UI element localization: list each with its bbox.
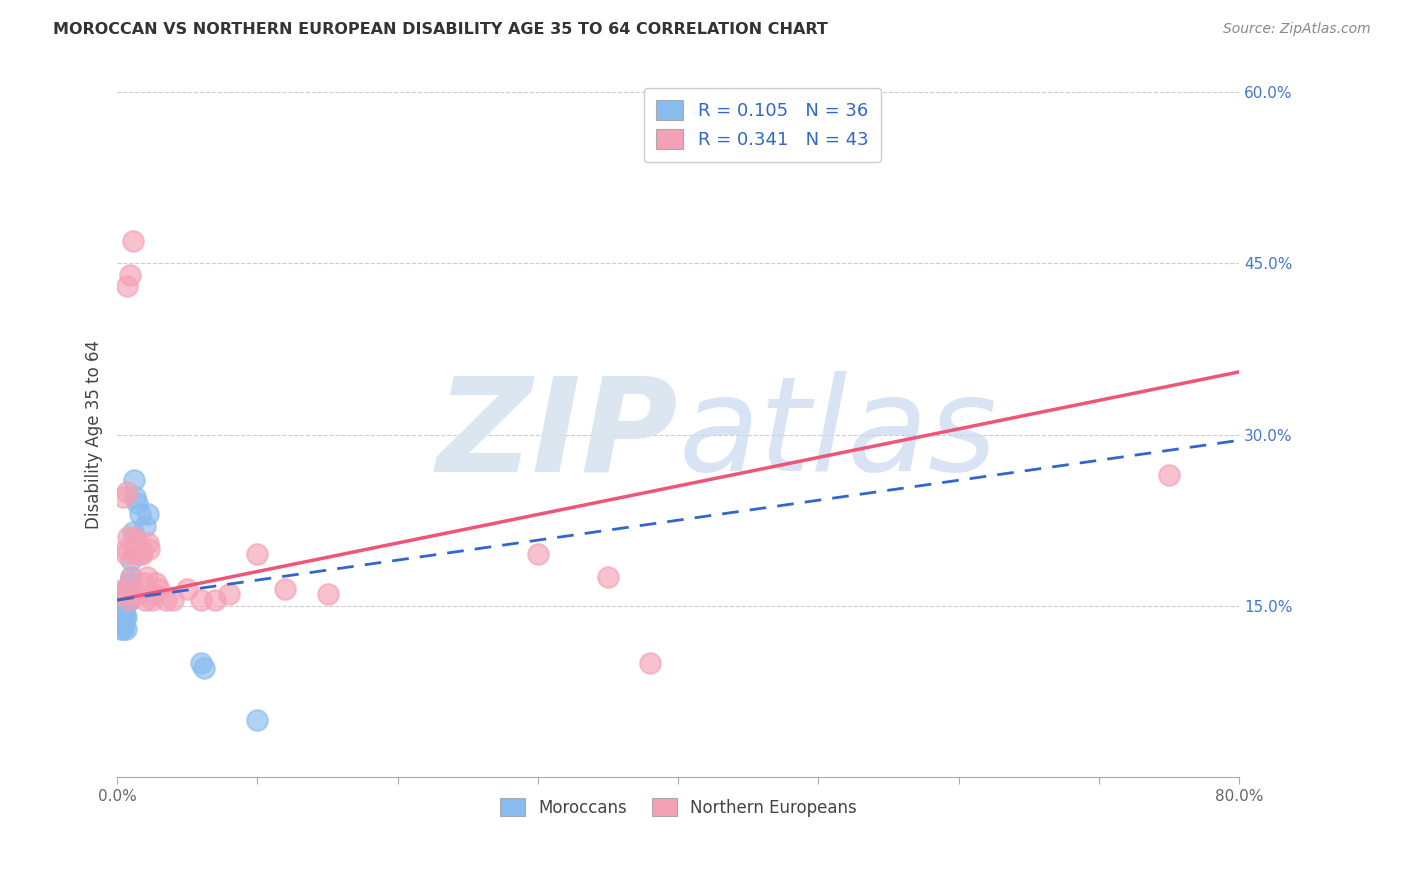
- Point: [316, 587, 339, 601]
- Point: [111, 615, 134, 630]
- Point: [141, 593, 163, 607]
- Text: Source: ZipAtlas.com: Source: ZipAtlas.com: [1223, 22, 1371, 37]
- Point: [122, 473, 145, 487]
- Point: [112, 599, 135, 613]
- Y-axis label: Disability Age 35 to 64: Disability Age 35 to 64: [86, 340, 103, 529]
- Point: [112, 582, 135, 596]
- Point: [124, 491, 146, 505]
- Point: [190, 593, 212, 607]
- Point: [138, 541, 160, 556]
- Point: [112, 615, 135, 630]
- Point: [118, 268, 141, 282]
- Point: [527, 548, 550, 562]
- Point: [274, 582, 297, 596]
- Point: [117, 530, 139, 544]
- Point: [110, 610, 132, 624]
- Point: [117, 582, 139, 596]
- Point: [122, 530, 145, 544]
- Point: [120, 553, 142, 567]
- Point: [112, 604, 135, 618]
- Point: [596, 570, 619, 584]
- Point: [136, 508, 159, 522]
- Point: [115, 582, 138, 596]
- Point: [128, 508, 150, 522]
- Point: [121, 234, 143, 248]
- Point: [111, 491, 134, 505]
- Point: [114, 541, 136, 556]
- Text: ZIP: ZIP: [437, 371, 678, 498]
- Point: [131, 548, 153, 562]
- Point: [124, 541, 146, 556]
- Point: [136, 536, 159, 550]
- Point: [112, 593, 135, 607]
- Point: [176, 582, 198, 596]
- Point: [110, 587, 132, 601]
- Point: [142, 587, 165, 601]
- Point: [114, 587, 136, 601]
- Point: [125, 496, 148, 510]
- Point: [111, 622, 134, 636]
- Point: [125, 536, 148, 550]
- Point: [115, 587, 138, 601]
- Point: [218, 587, 240, 601]
- Text: atlas: atlas: [678, 371, 997, 498]
- Point: [111, 610, 134, 624]
- Point: [112, 610, 135, 624]
- Point: [638, 656, 661, 670]
- Point: [114, 593, 136, 607]
- Point: [145, 576, 167, 591]
- Point: [120, 570, 142, 584]
- Point: [120, 570, 142, 584]
- Point: [204, 593, 226, 607]
- Point: [120, 587, 142, 601]
- Point: [135, 570, 157, 584]
- Point: [132, 576, 155, 591]
- Point: [134, 519, 156, 533]
- Point: [117, 587, 139, 601]
- Point: [127, 587, 149, 601]
- Point: [118, 593, 141, 607]
- Point: [162, 593, 184, 607]
- Point: [121, 524, 143, 539]
- Point: [110, 622, 132, 636]
- Point: [128, 548, 150, 562]
- Point: [114, 610, 136, 624]
- Point: [246, 713, 269, 727]
- Point: [246, 548, 269, 562]
- Point: [115, 484, 138, 499]
- Text: MOROCCAN VS NORTHERN EUROPEAN DISABILITY AGE 35 TO 64 CORRELATION CHART: MOROCCAN VS NORTHERN EUROPEAN DISABILITY…: [53, 22, 828, 37]
- Legend: Moroccans, Northern Europeans: Moroccans, Northern Europeans: [494, 791, 863, 823]
- Point: [117, 593, 139, 607]
- Point: [118, 576, 141, 591]
- Point: [108, 615, 131, 630]
- Point: [129, 541, 152, 556]
- Point: [114, 622, 136, 636]
- Point: [114, 548, 136, 562]
- Point: [115, 279, 138, 293]
- Point: [155, 593, 177, 607]
- Point: [148, 582, 170, 596]
- Point: [111, 604, 134, 618]
- Point: [117, 593, 139, 607]
- Point: [134, 593, 156, 607]
- Point: [1159, 467, 1181, 482]
- Point: [124, 548, 146, 562]
- Point: [190, 656, 212, 670]
- Point: [193, 661, 215, 675]
- Point: [115, 593, 138, 607]
